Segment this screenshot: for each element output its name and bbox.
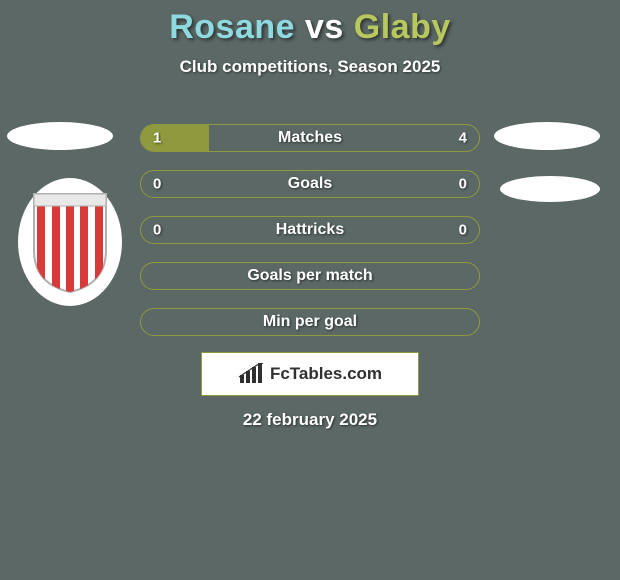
stat-bar-label: Hattricks xyxy=(276,221,344,239)
placeholder-ellipse-right-2 xyxy=(500,176,600,202)
stat-bar: 1 Matches 4 xyxy=(140,124,480,152)
stat-bar-value-left: 1 xyxy=(153,130,161,147)
stat-bar-label: Min per goal xyxy=(263,313,357,331)
player-right-name: Glaby xyxy=(354,8,451,46)
stat-bar-fill-left xyxy=(141,125,209,151)
stat-bar-value-right: 0 xyxy=(459,176,467,193)
stat-bar-value-right: 4 xyxy=(459,130,467,147)
stat-bar: Min per goal xyxy=(140,308,480,336)
stat-bar-label: Goals per match xyxy=(247,267,372,285)
stat-bar-label: Goals xyxy=(288,175,332,193)
bar-chart-icon xyxy=(238,363,264,385)
stat-bar-label: Matches xyxy=(278,129,342,147)
stat-bar: Goals per match xyxy=(140,262,480,290)
club-crest xyxy=(18,178,122,306)
vs-text: vs xyxy=(305,8,344,46)
stat-bar: 0 Goals 0 xyxy=(140,170,480,198)
placeholder-ellipse-right-1 xyxy=(494,122,600,150)
fctables-logo: FcTables.com xyxy=(201,352,419,396)
fctables-logo-text: FcTables.com xyxy=(270,364,382,384)
comparison-bars: 1 Matches 4 0 Goals 0 0 Hattricks 0 Goal… xyxy=(140,124,480,354)
placeholder-ellipse-left xyxy=(7,122,113,150)
subtitle: Club competitions, Season 2025 xyxy=(0,57,620,77)
stat-bar-value-left: 0 xyxy=(153,176,161,193)
stat-bar: 0 Hattricks 0 xyxy=(140,216,480,244)
club-crest-svg xyxy=(28,190,112,294)
player-left-name: Rosane xyxy=(169,8,295,46)
date-text: 22 february 2025 xyxy=(0,410,620,430)
page-title: Rosane vs Glaby xyxy=(0,0,620,47)
stat-bar-value-right: 0 xyxy=(459,222,467,239)
stat-bar-value-left: 0 xyxy=(153,222,161,239)
